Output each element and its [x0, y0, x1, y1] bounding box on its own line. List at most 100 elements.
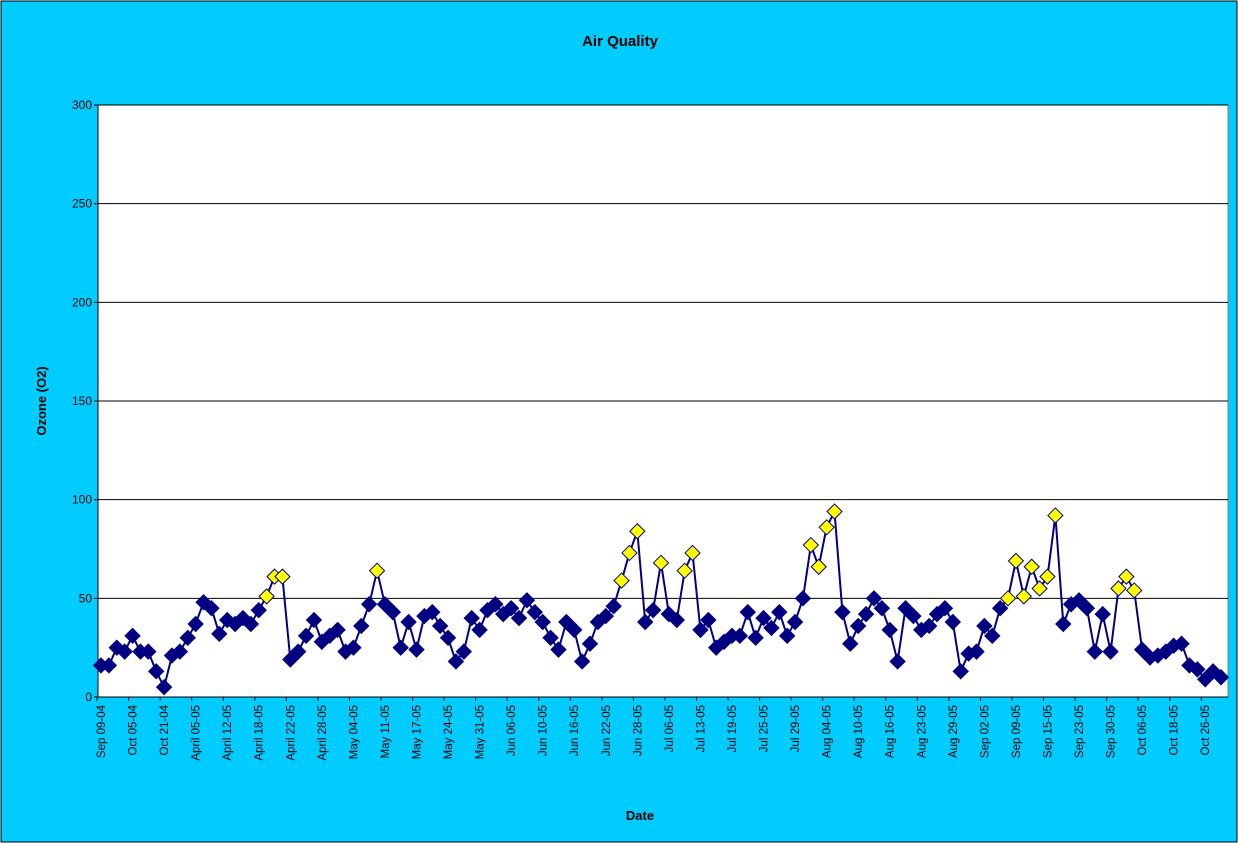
data-point: [250, 601, 267, 619]
data-point: [1094, 605, 1111, 623]
data-point: [171, 643, 189, 660]
x-tick-label: Jul 06-05: [664, 705, 676, 752]
data-point: [353, 617, 370, 635]
x-tick-label: Aug 16-05: [885, 705, 897, 758]
x-tick-label: Jul 13-05: [695, 705, 707, 752]
data-point: [534, 613, 551, 631]
y-tick-label: 100: [72, 493, 92, 507]
x-tick-label: May 24-05: [443, 705, 455, 759]
data-point: [668, 611, 685, 629]
y-tick-label: 0: [85, 690, 92, 704]
data-point: [644, 601, 662, 619]
data-point: [747, 629, 764, 647]
data-point: [510, 609, 528, 627]
data-point: [637, 613, 654, 631]
data-point: [1039, 568, 1056, 585]
x-tick-label: Oct 06-05: [1137, 705, 1149, 756]
data-point: [155, 678, 173, 696]
data-point: [573, 653, 591, 670]
data-point: [305, 611, 323, 629]
data-point: [834, 603, 851, 621]
data-point: [1015, 588, 1033, 605]
x-tick-label: Sep 02-05: [979, 705, 991, 758]
data-point: [999, 590, 1017, 607]
data-point: [621, 544, 638, 562]
x-tick-label: April 22-05: [285, 705, 297, 761]
data-point: [211, 625, 228, 643]
data-point: [234, 609, 252, 627]
x-tick-label: Jun 28-05: [632, 705, 644, 756]
x-axis-label: Date: [626, 808, 654, 823]
data-point: [1197, 671, 1214, 688]
data-point: [944, 613, 962, 631]
data-point: [865, 590, 883, 607]
data-point: [329, 621, 346, 639]
data-point: [613, 572, 630, 589]
data-point: [905, 607, 922, 625]
data-point: [487, 596, 504, 613]
data-point: [368, 562, 386, 579]
data-point: [463, 609, 480, 627]
data-point: [526, 603, 544, 621]
data-point: [1118, 568, 1135, 585]
data-point: [400, 613, 417, 631]
data-point: [755, 609, 772, 627]
data-point: [968, 643, 985, 660]
data-point: [597, 607, 614, 625]
data-point: [179, 629, 196, 647]
data-point: [518, 592, 536, 609]
x-tick-label: Aug 10-05: [853, 705, 865, 758]
data-point: [897, 599, 914, 617]
data-point: [826, 503, 843, 520]
x-tick-label: Jun 06-05: [506, 705, 518, 756]
x-tick-label: April 28-05: [317, 705, 329, 761]
data-point: [873, 599, 891, 617]
data-point: [692, 621, 709, 639]
data-point: [778, 627, 796, 645]
x-tick-label: Oct 26-05: [1200, 705, 1212, 756]
data-point: [242, 615, 260, 633]
data-point: [1212, 669, 1230, 686]
data-point: [857, 605, 875, 623]
data-point: [431, 617, 449, 635]
data-point: [849, 617, 867, 635]
chart-title: Air Quality: [582, 33, 659, 50]
x-tick-label: Aug 23-05: [916, 705, 928, 758]
x-tick-label: Jun 22-05: [601, 705, 613, 756]
data-point: [360, 596, 378, 613]
x-tick-label: May 17-05: [411, 705, 423, 759]
x-tick-label: Jun 10-05: [538, 705, 550, 756]
data-point: [629, 523, 646, 540]
data-point: [502, 599, 520, 617]
data-point: [984, 627, 1001, 645]
data-point: [258, 588, 275, 605]
data-point: [116, 643, 133, 660]
data-point: [684, 544, 701, 562]
x-tick-label: Oct 18-05: [1169, 705, 1181, 756]
data-point: [424, 603, 441, 621]
data-point: [392, 639, 409, 656]
data-point: [1102, 643, 1119, 660]
x-tick-label: Aug 04-05: [822, 705, 834, 758]
x-tick-label: Sep 30-05: [1106, 705, 1118, 758]
data-point: [818, 519, 835, 536]
data-point: [676, 562, 693, 579]
data-point: [739, 603, 756, 621]
data-point: [282, 651, 299, 668]
data-point: [605, 598, 622, 615]
data-point: [550, 641, 567, 658]
x-tick-label: Sep 15-05: [1042, 705, 1054, 758]
data-point: [384, 603, 402, 621]
data-point: [439, 629, 457, 647]
data-point: [581, 635, 599, 652]
data-point: [542, 629, 559, 647]
data-point: [471, 621, 488, 639]
data-point: [1173, 635, 1190, 652]
data-point: [1110, 580, 1127, 597]
y-tick-label: 250: [72, 197, 92, 211]
x-tick-label: Sep 09-05: [1011, 705, 1023, 758]
x-tick-label: Jul 19-05: [727, 705, 739, 752]
data-point: [455, 643, 473, 660]
data-point: [1086, 643, 1104, 660]
